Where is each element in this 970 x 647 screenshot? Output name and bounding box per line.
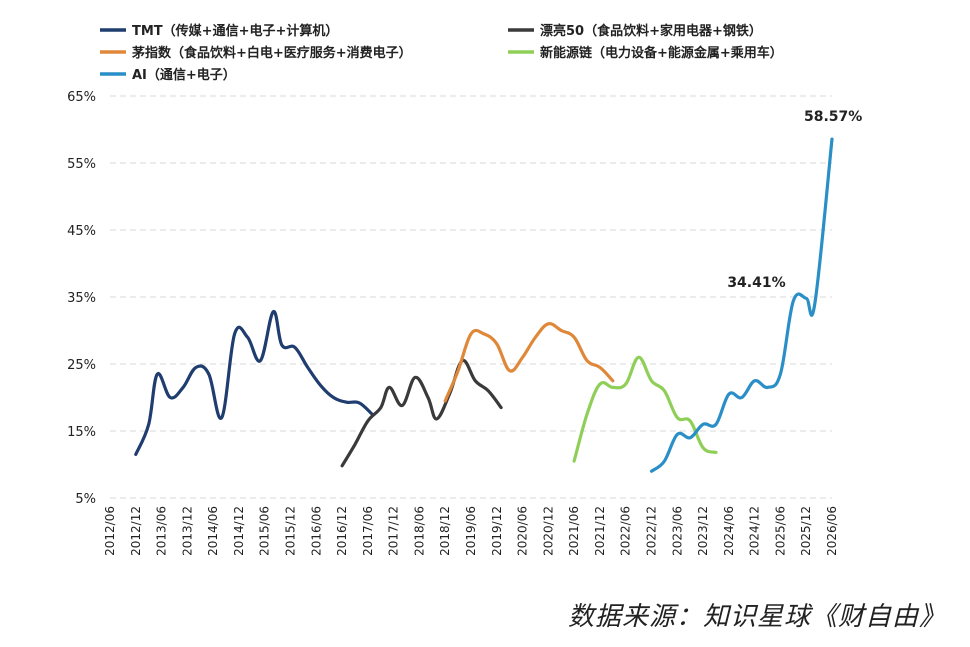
x-tick-label: 2020/06	[516, 506, 530, 556]
x-tick-label: 2020/12	[541, 506, 555, 556]
x-tick-label: 2021/12	[593, 506, 607, 556]
x-tick-label: 2022/06	[619, 506, 633, 556]
series-line-0	[134, 310, 374, 456]
x-tick-label: 2012/12	[129, 506, 143, 556]
grid-lines	[110, 95, 832, 499]
legend-label: TMT（传媒+通信+电子+计算机）	[132, 23, 338, 39]
legend-label: 茅指数（食品饮料+白电+医疗服务+消费电子）	[132, 45, 412, 61]
x-tick-label: 2017/12	[387, 506, 401, 556]
x-tick-label: 2024/12	[748, 506, 762, 556]
y-tick-label: 35%	[67, 291, 96, 306]
series-line-1	[340, 358, 503, 468]
y-tick-label: 65%	[67, 90, 96, 105]
x-tick-label: 2015/06	[258, 506, 272, 556]
legend: TMT（传媒+通信+电子+计算机） 漂亮50（食品饮料+家用电器+钢铁） 茅指数（食…	[100, 23, 783, 83]
y-tick-label: 5%	[75, 492, 96, 507]
x-tick-label: 2018/12	[438, 506, 452, 556]
x-tick-label: 2023/12	[696, 506, 710, 556]
y-tick-label: 15%	[67, 425, 96, 440]
series-lines	[134, 137, 834, 473]
x-tick-label: 2015/12	[284, 506, 298, 556]
annotations: 34.41% 58.57%	[727, 109, 862, 291]
x-tick-label: 2024/06	[722, 506, 736, 556]
x-tick-label: 2025/12	[799, 506, 813, 556]
x-tick-label: 2019/06	[464, 506, 478, 556]
legend-label: AI（通信+电子）	[132, 67, 236, 83]
y-tick-label: 55%	[67, 157, 96, 172]
series-line-3	[572, 355, 718, 463]
x-tick-label: 2013/06	[155, 506, 169, 556]
x-tick-label: 2023/06	[670, 506, 684, 556]
y-tick-label: 45%	[67, 224, 96, 239]
line-chart: TMT（传媒+通信+电子+计算机） 漂亮50（食品饮料+家用电器+钢铁） 茅指数（食…	[67, 23, 862, 556]
legend-label: 漂亮50（食品饮料+家用电器+钢铁）	[540, 23, 762, 39]
x-axis: 2012/06 2012/12 2013/06 2013/12 2014/06 2014/…	[103, 506, 839, 556]
x-tick-label: 2022/12	[645, 506, 659, 556]
series-line-2	[443, 322, 615, 403]
x-tick-label: 2019/12	[490, 506, 504, 556]
x-tick-label: 2017/06	[361, 506, 375, 556]
value-annotation: 58.57%	[804, 109, 862, 125]
value-annotation: 34.41%	[727, 275, 785, 291]
series-line-4	[649, 137, 834, 473]
x-tick-label: 2025/06	[773, 506, 787, 556]
legend-label: 新能源链（电力设备+能源金属+乘用车）	[540, 45, 783, 61]
x-tick-label: 2012/06	[103, 506, 117, 556]
x-tick-label: 2016/06	[309, 506, 323, 556]
y-tick-label: 25%	[67, 358, 96, 373]
x-tick-label: 2021/06	[567, 506, 581, 556]
x-tick-label: 2013/12	[180, 506, 194, 556]
x-tick-label: 2026/06	[825, 506, 839, 556]
y-axis: 5% 15% 25% 35% 45% 55% 65%	[67, 90, 96, 507]
x-tick-label: 2014/12	[232, 506, 246, 556]
x-tick-label: 2016/12	[335, 506, 349, 556]
x-tick-label: 2018/06	[412, 506, 426, 556]
x-tick-label: 2014/06	[206, 506, 220, 556]
data-source-note: 数据来源：知识星球《财自由》	[567, 602, 946, 632]
